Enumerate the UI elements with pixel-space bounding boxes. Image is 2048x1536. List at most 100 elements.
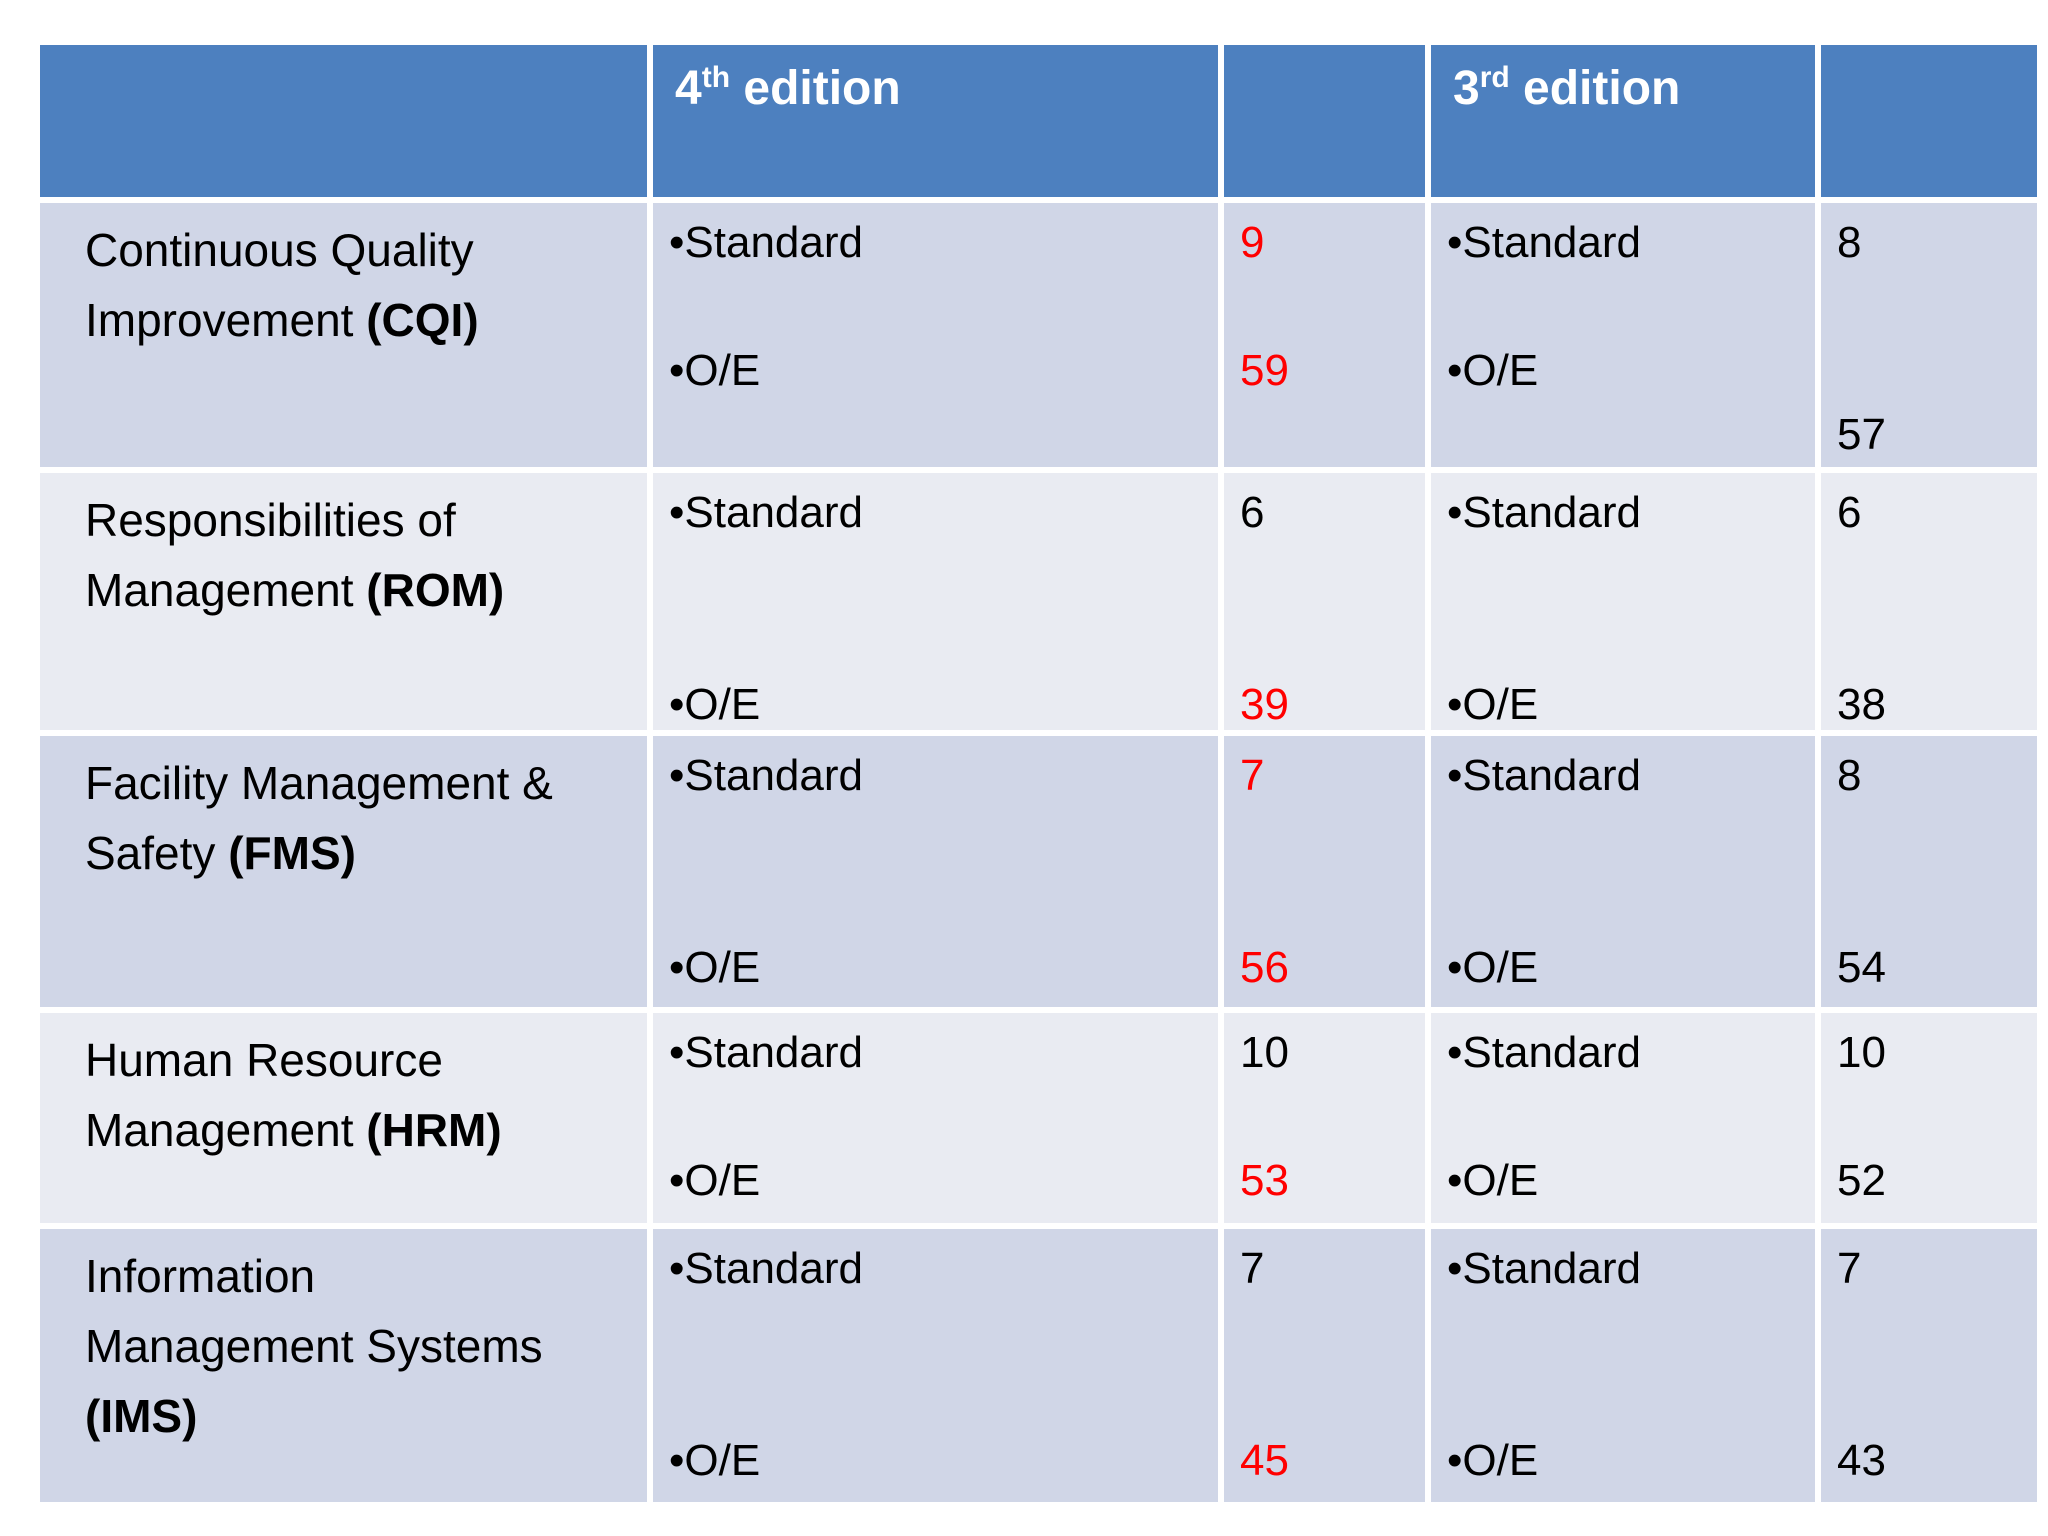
bullet-label: •O/E: [1447, 1436, 1539, 1485]
category-text: Responsibilities of: [85, 494, 456, 546]
category-text: Facility Management &: [85, 757, 553, 809]
edition4-values-cell: 6 39: [1224, 473, 1425, 730]
bullet-label: •Standard: [1447, 218, 1641, 267]
header-superscript: rd: [1479, 61, 1510, 94]
blank-line: [1447, 1085, 1815, 1149]
value-line: 38: [1837, 680, 1886, 729]
header-3rd-edition: 3rd edition: [1431, 45, 1815, 197]
category-line: Safety (FMS): [85, 818, 639, 888]
category-text: Information: [85, 1250, 316, 1302]
value-line: 59: [1240, 346, 1289, 395]
value-line: 43: [1837, 1436, 1886, 1485]
edition3-values-cell: 7 43: [1821, 1229, 2037, 1502]
bullet-label: •O/E: [669, 680, 761, 729]
bullet-label: •Standard: [669, 751, 863, 800]
category-line: Human Resource: [85, 1025, 639, 1095]
blank-line: [1447, 275, 1815, 339]
category-text: Safety: [85, 827, 229, 879]
edition3-values-cell: 6 38: [1821, 473, 2037, 730]
blank-line: [669, 1085, 1218, 1149]
blank-line: [1447, 1301, 1815, 1365]
blank-line: [1240, 609, 1425, 673]
header-rest-text: edition: [1509, 62, 1681, 115]
header-empty-category: [40, 45, 647, 197]
header-base-text: 3: [1453, 62, 1480, 115]
blank-line: [1837, 545, 2037, 609]
value-line: 6: [1240, 488, 1265, 537]
category-acronym: (IMS): [85, 1390, 198, 1442]
comparison-table: 4th edition 3rd edition Continuous Quality…: [40, 45, 2037, 1502]
edition3-standards-cell: •Standard •O/E: [1431, 736, 1815, 1007]
blank-line: [1837, 1301, 2037, 1365]
bullet-label: •O/E: [669, 346, 761, 395]
value-line: 45: [1240, 1436, 1289, 1485]
bullet-label: •O/E: [669, 943, 761, 992]
header-empty-3rd-count: [1821, 45, 2037, 197]
value-line: 54: [1837, 943, 1886, 992]
blank-line: [1240, 1301, 1425, 1365]
category-line: Facility Management &: [85, 748, 639, 818]
category-line: Management (HRM): [85, 1095, 639, 1165]
bullet-label: •Standard: [1447, 751, 1641, 800]
category-line: (IMS): [85, 1381, 639, 1451]
blank-line: [1240, 545, 1425, 609]
blank-line: [669, 275, 1218, 339]
bullet-label: •O/E: [1447, 1156, 1539, 1205]
category-text: Management: [85, 1104, 367, 1156]
value-line: 7: [1240, 751, 1265, 800]
value-line: 10: [1837, 1028, 1886, 1077]
category-line: Responsibilities of: [85, 485, 639, 555]
category-cell: Continuous Quality Improvement (CQI): [40, 203, 647, 467]
edition4-standards-cell: •Standard •O/E: [653, 203, 1218, 467]
header-base-text: 4: [675, 62, 702, 115]
blank-line: [1837, 339, 2037, 403]
blank-line: [1447, 609, 1815, 673]
value-line: 7: [1837, 1244, 1862, 1293]
value-line: 53: [1240, 1156, 1289, 1205]
category-line: Management Systems: [85, 1311, 639, 1381]
edition3-standards-cell: •Standard •O/E: [1431, 203, 1815, 467]
edition4-standards-cell: •Standard •O/E: [653, 736, 1218, 1007]
blank-line: [1240, 1365, 1425, 1429]
bullet-label: •O/E: [1447, 943, 1539, 992]
category-cell: Information Management Systems (IMS): [40, 1229, 647, 1502]
blank-line: [669, 609, 1218, 673]
blank-line: [1837, 275, 2037, 339]
category-text: Continuous Quality: [85, 224, 474, 276]
category-cell: Facility Management & Safety (FMS): [40, 736, 647, 1007]
edition3-standards-cell: •Standard •O/E: [1431, 1013, 1815, 1223]
header-superscript: th: [701, 61, 731, 94]
edition4-standards-cell: •Standard •O/E: [653, 1229, 1218, 1502]
value-line: 57: [1837, 410, 1886, 459]
value-line: 8: [1837, 751, 1862, 800]
category-line: Management (ROM): [85, 555, 639, 625]
edition3-values-cell: 10 52: [1821, 1013, 2037, 1223]
value-line: 39: [1240, 680, 1289, 729]
blank-line: [1837, 1365, 2037, 1429]
category-line: Improvement (CQI): [85, 285, 639, 355]
header-rest-text: edition: [730, 62, 901, 115]
blank-line: [1447, 545, 1815, 609]
blank-line: [1240, 1085, 1425, 1149]
bullet-label: •O/E: [1447, 680, 1539, 729]
bullet-label: •O/E: [1447, 346, 1539, 395]
edition4-values-cell: 10 53: [1224, 1013, 1425, 1223]
bullet-label: •O/E: [669, 1156, 761, 1205]
category-acronym: (CQI): [366, 294, 479, 346]
category-cell: Responsibilities of Management (ROM): [40, 473, 647, 730]
category-acronym: (FMS): [228, 827, 356, 879]
edition3-values-cell: 8 57: [1821, 203, 2037, 467]
value-line: 56: [1240, 943, 1289, 992]
blank-line: [1240, 808, 1425, 872]
edition3-values-cell: 8 54: [1821, 736, 2037, 1007]
edition4-standards-cell: •Standard •O/E: [653, 1013, 1218, 1223]
category-acronym: (ROM): [366, 564, 505, 616]
category-line: Continuous Quality: [85, 215, 639, 285]
blank-line: [1447, 1365, 1815, 1429]
blank-line: [1837, 1085, 2037, 1149]
category-cell: Human Resource Management (HRM): [40, 1013, 647, 1223]
edition3-standards-cell: •Standard •O/E: [1431, 1229, 1815, 1502]
value-line: 6: [1837, 488, 1862, 537]
blank-line: [669, 808, 1218, 872]
blank-line: [1837, 808, 2037, 872]
